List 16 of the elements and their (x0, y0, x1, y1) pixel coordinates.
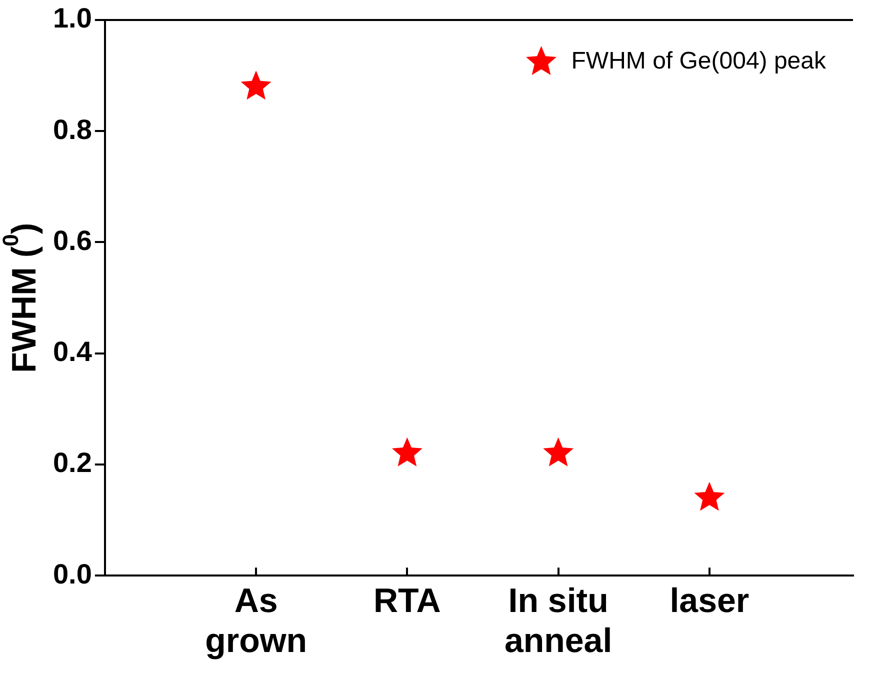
x-tick-label: In situ anneal (504, 582, 612, 660)
point (392, 437, 422, 466)
y-tick-label: 1.0 (52, 2, 92, 34)
x-tick-label: RTA (373, 582, 441, 620)
y-tick-label: 0.8 (52, 114, 92, 145)
x-tick-label: As grown (205, 582, 308, 660)
point (694, 482, 725, 511)
x-tick-label: laser (670, 582, 750, 620)
y-tick-label: 0.6 (52, 224, 92, 256)
point (240, 70, 272, 100)
y-axis-title: FWHM (0) (0, 222, 44, 373)
y-tick-label: 0.0 (52, 558, 92, 590)
point (543, 437, 574, 466)
legend-label: FWHM of Ge(004) peak (571, 48, 827, 75)
y-tick-label: 0.4 (52, 336, 92, 368)
y-tick-label: 0.2 (52, 447, 92, 478)
